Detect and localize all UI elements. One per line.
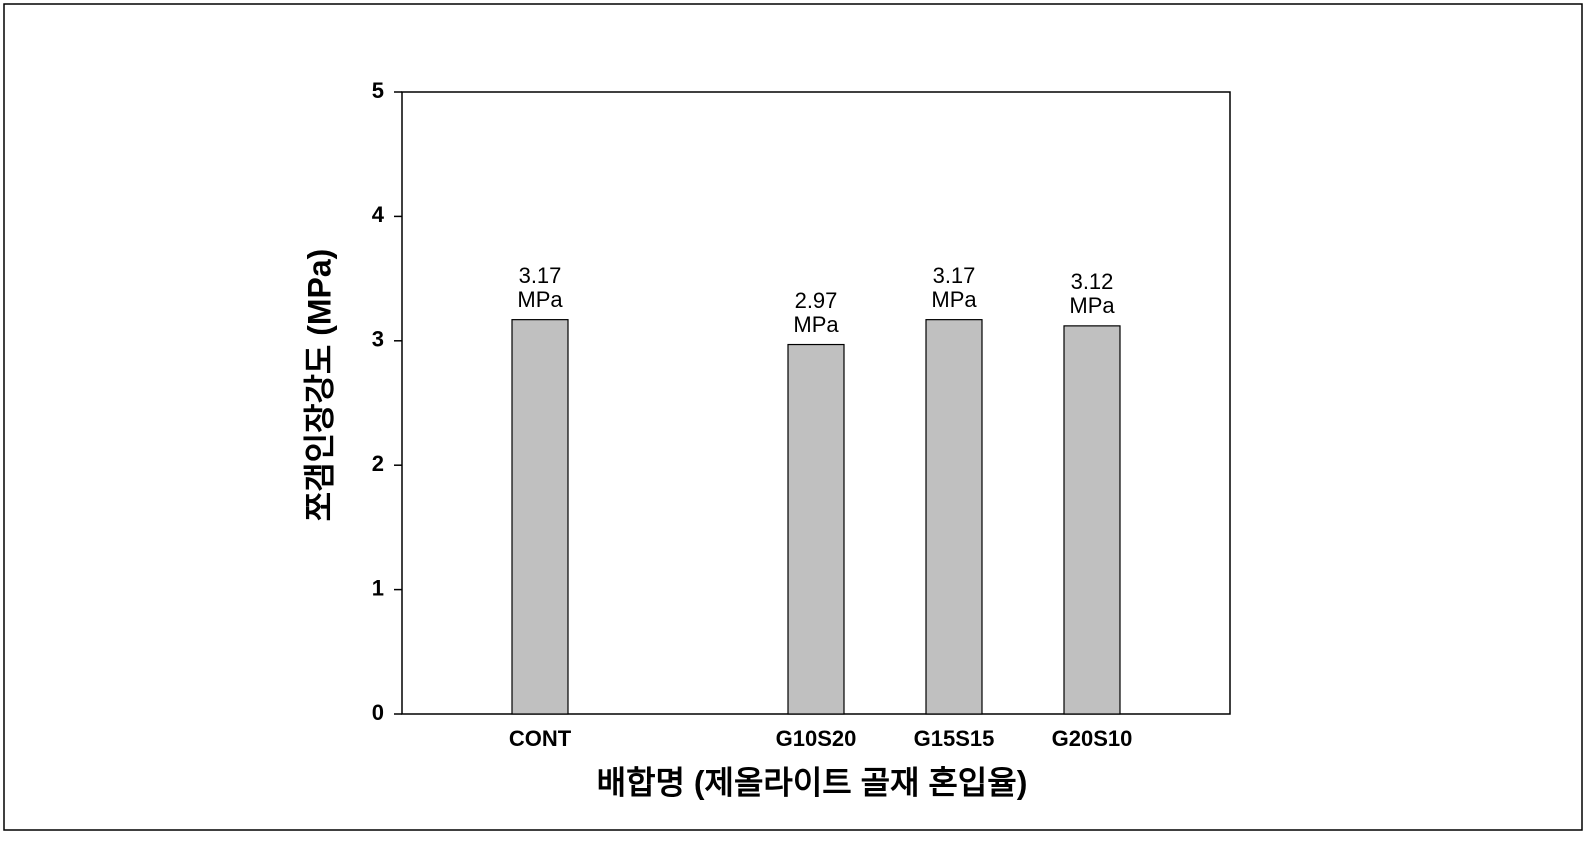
bar [925,319,983,715]
frame [3,3,1583,831]
x-tick-label: G15S15 [914,726,995,751]
x-tick-label: G10S20 [776,726,857,751]
y-tick-label: 4 [372,202,385,227]
value-label: 3.17 MPa [517,262,563,312]
value-label: 2.97 MPa [793,287,839,337]
x-tick-label: CONT [509,726,572,751]
value-label: 3.17 MPa [931,262,977,312]
x-axis-label: 배합명 (제올라이트 골재 혼입율) [597,764,1028,800]
bar [511,319,569,715]
x-tick-label: G20S10 [1052,726,1133,751]
y-tick-label: 1 [372,575,384,600]
y-tick-label: 3 [372,327,384,352]
y-tick-label: 0 [372,700,384,725]
bar [1063,325,1121,715]
y-axis-label: 쪼갬인장강도 (MPa) [301,249,337,522]
value-label: 3.12 MPa [1069,268,1115,318]
y-tick-label: 2 [372,451,384,476]
y-tick-label: 5 [372,78,384,103]
bar [787,343,845,715]
